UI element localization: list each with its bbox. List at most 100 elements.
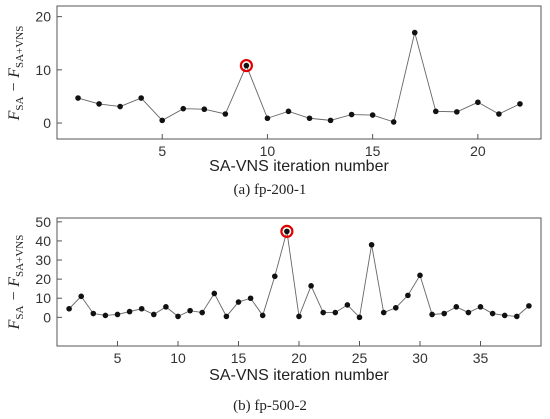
panel-b-data-point — [429, 311, 435, 318]
panel-b-data-point — [223, 313, 230, 320]
panel-b-y-axis-label: FSA − FSA+VNS — [6, 235, 26, 331]
panel-a: 0 10 20 5 10 15 20 FSA − FSA+VNS SA-VNS itera… — [6, 5, 542, 198]
panel-a-data-point — [222, 111, 229, 117]
panel-a-data-point — [264, 115, 271, 122]
panel-a-data-point — [496, 111, 502, 117]
panel-b-data-point — [259, 312, 266, 319]
panel-a-data-point — [96, 101, 102, 107]
panel-a-points — [75, 29, 523, 125]
panel-a-highlight-ring — [239, 58, 253, 73]
panel-a-x-ticks: 5 10 15 20 — [158, 134, 486, 159]
panel-b-frame — [56, 217, 542, 347]
panel-b-data-point — [102, 312, 109, 319]
panel-b-data-point — [272, 273, 278, 280]
panel-b-data-point — [441, 310, 448, 317]
panel-b-data-point — [126, 308, 133, 315]
panel-b-data-point — [344, 302, 351, 308]
panel-a-y-tick-label: 20 — [35, 9, 51, 25]
panel-b-data-point — [211, 290, 218, 297]
panel-b-data-point — [526, 303, 532, 309]
panel-b-x-tick-label: 5 — [114, 350, 122, 366]
panel-b-data-point — [453, 304, 460, 310]
panel-a-data-point — [180, 105, 187, 112]
panel-b-data-point — [489, 310, 496, 317]
panel-b-x-tick-label: 25 — [352, 350, 368, 366]
panel-a-data-point — [475, 99, 481, 106]
panel-a-data-point — [75, 95, 81, 101]
panel-b-highlight-ring — [280, 224, 294, 238]
panel-a-x-axis-label: SA-VNS iteration number — [209, 158, 389, 175]
panel-b-x-tick-label: 35 — [473, 350, 489, 366]
panel-b-x-axis-label: SA-VNS iteration number — [209, 367, 389, 384]
panel-b-y-tick-label: 0 — [43, 309, 51, 325]
panel-b-data-point — [175, 313, 181, 320]
panel-b-data-point — [114, 311, 121, 318]
panel-b-points — [66, 224, 532, 321]
panel-b-y-tick-label: 40 — [35, 233, 51, 249]
panel-b-data-point — [247, 295, 254, 302]
panel-a-data-point — [348, 111, 355, 118]
panel-b-data-point — [151, 311, 157, 318]
panel-a-x-tick-label: 10 — [260, 143, 276, 159]
panel-b-data-point — [90, 310, 97, 317]
panel-b-data-point — [78, 293, 84, 300]
panel-a-y-tick-label: 10 — [35, 62, 51, 78]
panel-b-data-point — [501, 312, 508, 319]
panel-a-y-tick-label: 0 — [43, 115, 51, 131]
panel-b-data-point — [465, 309, 472, 316]
panel-a-data-point — [454, 109, 460, 115]
panel-b-data-point — [308, 283, 314, 289]
panel-a-y-axis-label: FSA − FSA+VNS — [6, 26, 26, 122]
panel-b-x-tick-label: 15 — [231, 350, 247, 366]
panel-b-x-tick-label: 30 — [412, 350, 428, 366]
panel-b-y-tick-label: 10 — [35, 290, 51, 306]
panel-b-x-ticks: 5 10 15 20 25 30 35 — [114, 341, 489, 366]
panel-b-series-line — [68, 231, 530, 319]
panel-a-data-point — [517, 101, 523, 107]
panel-b-data-point — [235, 299, 242, 305]
panel-b-y-tick-label: 30 — [35, 252, 51, 268]
panel-b-data-point — [187, 307, 193, 314]
panel-b-data-point — [332, 309, 339, 316]
panel-a-frame — [56, 5, 542, 140]
panel-b-data-point — [163, 304, 169, 310]
panel-a-data-point — [201, 106, 208, 113]
panel-a-x-tick-label: 5 — [158, 143, 166, 159]
panel-a-x-tick-label: 15 — [365, 143, 381, 159]
panel-a-data-point — [369, 112, 376, 118]
panel-b-y-tick-label: 20 — [35, 271, 51, 287]
panel-b-data-point — [477, 304, 484, 310]
panel-b-data-point — [393, 304, 399, 311]
panel-b-x-tick-label: 20 — [291, 350, 307, 366]
panel-b-data-point — [296, 313, 302, 320]
panel-b-data-point — [514, 313, 520, 320]
panel-b-caption: (b) fp-500-2 — [233, 398, 307, 414]
panel-a-data-point — [117, 103, 123, 110]
panel-a-data-point — [432, 108, 439, 115]
panel-a-x-tick-label: 20 — [470, 143, 486, 159]
panel-b-data-point — [138, 305, 145, 312]
panel-a-data-point — [390, 119, 397, 125]
panel-b-data-point — [417, 272, 423, 279]
panel-b-data-point — [284, 228, 290, 235]
panel-a-data-point — [243, 62, 250, 69]
panel-a-data-point — [306, 115, 313, 122]
panel-a-data-point — [138, 95, 144, 101]
panel-b-y-ticks: 0 10 20 30 40 50 — [35, 214, 62, 325]
panel-b-y-tick-label: 50 — [35, 214, 51, 230]
panel-b-x-tick-label: 10 — [170, 350, 186, 366]
panel-a-caption: (a) fp-200-1 — [234, 182, 307, 198]
panel-b-data-point — [199, 309, 205, 316]
panel-a-data-point — [327, 117, 334, 124]
panel-b-data-point — [356, 314, 363, 321]
panel-a-data-point — [159, 117, 166, 124]
panel-b-data-point — [66, 305, 72, 312]
panel-b-data-point — [380, 309, 387, 316]
panel-a-data-point — [411, 29, 418, 36]
panel-a-series-line — [77, 32, 521, 123]
panel-b-data-point — [405, 292, 411, 299]
panel-b-data-point — [368, 241, 375, 248]
panel-a-data-point — [285, 108, 292, 115]
